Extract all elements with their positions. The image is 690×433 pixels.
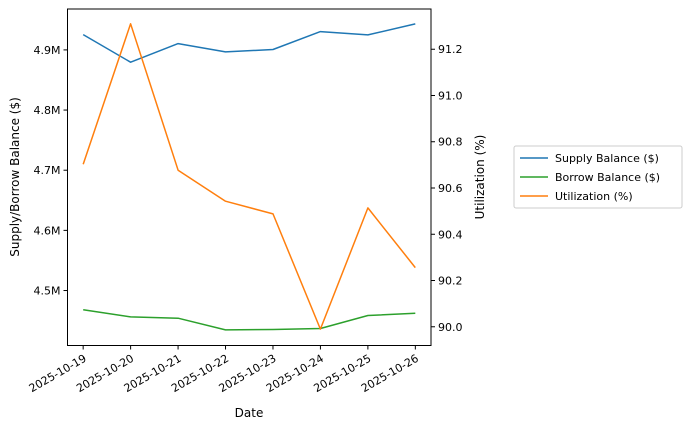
plot-frame [67,8,432,346]
left-y-axis-label: Supply/Borrow Balance ($) [8,97,22,257]
right-y-tick-label: 91.0 [438,89,463,102]
right-y-tick-label: 90.8 [438,136,463,149]
right-y-tick-label: 91.2 [438,43,463,56]
left-y-tick-label: 4.6M [34,224,61,237]
left-y-tick-label: 4.5M [34,285,61,298]
right-y-tick-label: 90.6 [438,182,463,195]
right-y-axis-label: Utilization (%) [473,135,487,220]
legend-entry-label: Supply Balance ($) [555,152,659,165]
series-line-0 [82,23,416,63]
left-y-tick-label: 4.9M [34,44,61,57]
left-y-tick-label: 4.7M [34,164,61,177]
right-y-tick-label: 90.0 [438,321,463,334]
series-line-1 [83,309,416,331]
left-y-tick-label: 4.8M [34,104,61,117]
x-axis-label: Date [235,406,264,420]
legend-frame [513,145,683,209]
axes-layer: 2025-10-192025-10-202025-10-212025-10-22… [27,43,463,395]
legend-entry-label: Borrow Balance ($) [555,171,660,184]
series-line-2 [82,23,416,330]
legend: Supply Balance ($) Borrow Balance ($) Util… [513,145,683,209]
series-layer [82,23,416,331]
legend-entry-label: Utilization (%) [555,190,633,203]
right-y-tick-label: 90.2 [438,275,463,288]
right-y-tick-label: 90.4 [438,228,463,241]
